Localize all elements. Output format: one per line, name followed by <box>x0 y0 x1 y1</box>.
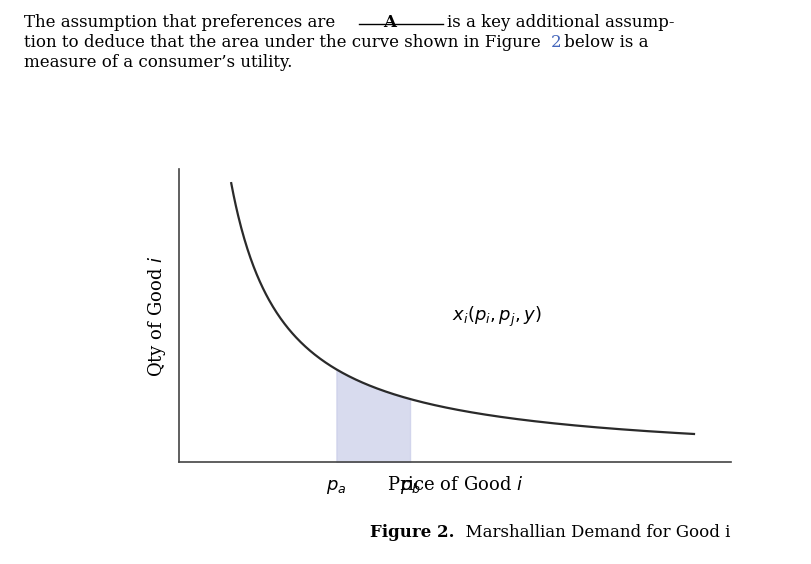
Text: measure of a consumer’s utility.: measure of a consumer’s utility. <box>24 54 293 70</box>
Text: A: A <box>361 14 420 31</box>
Text: $p_a$: $p_a$ <box>326 478 346 496</box>
Text: $x_i(p_i, p_j, y)$: $x_i(p_i, p_j, y)$ <box>452 305 541 329</box>
Y-axis label: Qty of Good $i$: Qty of Good $i$ <box>145 255 167 377</box>
Text: Marshallian Demand for Good i: Marshallian Demand for Good i <box>454 525 729 541</box>
Text: below is a: below is a <box>558 34 647 51</box>
Text: is a key additional assump-: is a key additional assump- <box>446 14 673 31</box>
X-axis label: Price of Good $i$: Price of Good $i$ <box>386 477 522 495</box>
Text: 2: 2 <box>550 34 560 51</box>
Text: $p_b$: $p_b$ <box>399 478 420 496</box>
Text: The assumption that preferences are: The assumption that preferences are <box>24 14 335 31</box>
Text: Figure 2.: Figure 2. <box>370 525 454 541</box>
Text: tion to deduce that the area under the curve shown in Figure: tion to deduce that the area under the c… <box>24 34 546 51</box>
